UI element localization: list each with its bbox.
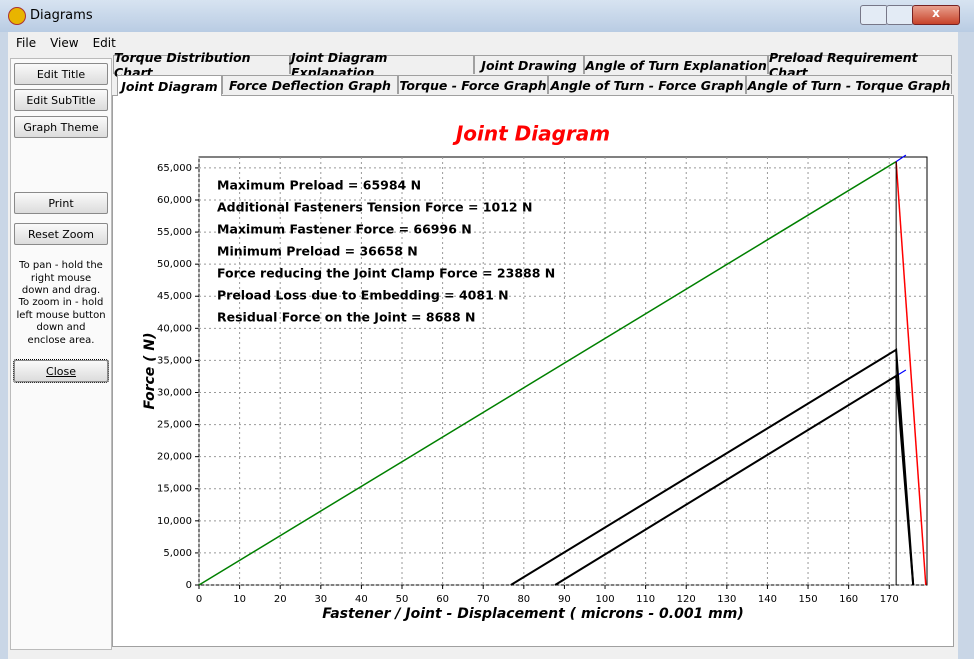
x-tick-label: 20: [274, 594, 287, 605]
tab[interactable]: Angle of Turn - Torque Graph: [746, 75, 952, 94]
x-tick-label: 60: [436, 594, 449, 605]
series-line: [554, 374, 915, 586]
close-button[interactable]: Close: [13, 359, 109, 383]
tab[interactable]: Torque - Force Graph: [398, 75, 548, 94]
y-tick-label: 0: [186, 580, 192, 591]
tab[interactable]: Force Deflection Graph: [222, 75, 398, 94]
x-tick-label: 130: [717, 594, 736, 605]
x-tick-label: 50: [396, 594, 409, 605]
x-tick-label: 40: [355, 594, 368, 605]
y-tick-label: 15,000: [157, 484, 192, 495]
tab-row: Joint Diagram Force Deflection Graph Torqu…: [117, 75, 952, 96]
tab[interactable]: Angle of Turn Explanation: [584, 55, 768, 74]
series-line: [895, 161, 927, 586]
x-tick-label: 30: [314, 594, 327, 605]
y-tick-label: 55,000: [157, 227, 192, 238]
series-line: [198, 160, 897, 586]
x-axis-label: Fastener / Joint - Displacement ( micron…: [322, 606, 744, 622]
reset-zoom-button[interactable]: Reset Zoom: [14, 223, 108, 245]
toolbar-button[interactable]: Edit SubTitle: [14, 89, 108, 111]
x-tick-label: 160: [839, 594, 858, 605]
print-button[interactable]: Print: [14, 192, 108, 214]
x-tick-label: 150: [798, 594, 817, 605]
annotation: Preload Loss due to Embedding = 4081 N: [217, 288, 509, 303]
tab[interactable]: Angle of Turn - Force Graph: [548, 75, 746, 94]
help-text: To pan - hold the right mouse down and d…: [19, 260, 103, 296]
y-tick-label: 60,000: [157, 195, 192, 206]
y-tick-label: 20,000: [157, 452, 192, 463]
y-tick-label: 10,000: [157, 516, 192, 527]
x-tick-label: 170: [880, 594, 899, 605]
y-tick-label: 5,000: [163, 548, 192, 559]
y-tick-label: 65,000: [157, 163, 192, 174]
toolbar-button[interactable]: Edit Title: [14, 63, 108, 85]
menu-item[interactable]: File: [16, 36, 37, 50]
menu-item[interactable]: View: [50, 36, 79, 50]
annotation: Residual Force on the Joint = 8688 N: [217, 310, 476, 325]
x-tick-label: 100: [595, 594, 614, 605]
y-tick-label: 50,000: [157, 259, 192, 270]
tab[interactable]: Joint Drawing: [474, 55, 584, 74]
y-tick-label: 30,000: [157, 387, 192, 398]
app-icon: [8, 7, 26, 25]
x-tick-label: 110: [636, 594, 655, 605]
annotation: Additional Fasteners Tension Force = 101…: [217, 200, 532, 215]
annotation: Force reducing the Joint Clamp Force = 2…: [217, 266, 555, 281]
tab[interactable]: Joint Diagram: [117, 75, 222, 96]
menu-item[interactable]: Edit: [92, 36, 116, 50]
y-axis-label: Force ( N): [142, 332, 158, 409]
menu-bar: File View Edit: [16, 36, 116, 50]
side-panel: [10, 58, 112, 650]
x-tick-label: 10: [233, 594, 246, 605]
y-tick-label: 45,000: [157, 291, 192, 302]
window-title: Diagrams: [30, 8, 93, 23]
annotation: Minimum Preload = 36658 N: [217, 244, 418, 259]
toolbar-button[interactable]: Graph Theme: [14, 116, 108, 138]
y-tick-label: 25,000: [157, 420, 192, 431]
help-text: To zoom in - hold left mouse button down…: [16, 297, 106, 346]
chart-title: Joint Diagram: [452, 122, 610, 146]
y-tick-label: 35,000: [157, 355, 192, 366]
y-tick-label: 40,000: [157, 323, 192, 334]
x-tick-label: 90: [558, 594, 571, 605]
x-tick-label: 0: [196, 594, 202, 605]
close-window-button[interactable]: x: [912, 5, 960, 25]
title-bar: Diagrams x: [0, 0, 974, 32]
x-tick-label: 80: [517, 594, 530, 605]
x-tick-label: 120: [677, 594, 696, 605]
annotation: Maximum Preload = 65984 N: [217, 178, 421, 193]
x-tick-label: 70: [477, 594, 490, 605]
annotation: Maximum Fastener Force = 66996 N: [217, 222, 472, 237]
x-tick-label: 140: [758, 594, 777, 605]
